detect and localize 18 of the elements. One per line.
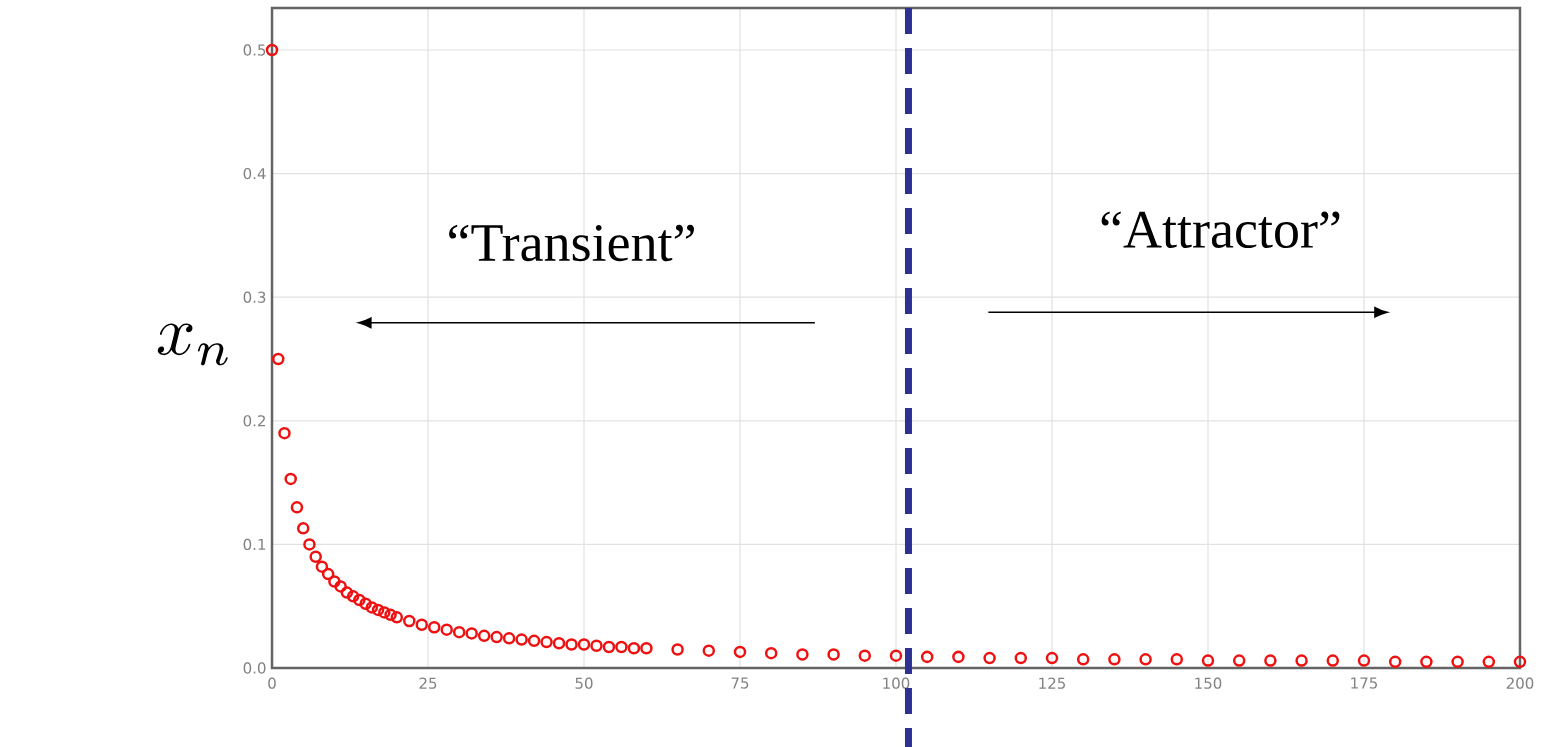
x-tick-label: 100	[883, 677, 910, 689]
y-tick-label: 0.1	[243, 538, 266, 551]
x-tick-label: 50	[575, 677, 593, 689]
x-tick-label: 0	[268, 677, 276, 689]
annotation: “Transient”	[449, 224, 694, 262]
annotation: “Attractor”	[1101, 211, 1340, 249]
x-tick-label: 125	[1039, 677, 1065, 689]
y-tick-label: 0.0	[243, 662, 266, 674]
x-tick-label: 200	[1506, 677, 1534, 689]
y-tick-label: 0.5	[243, 44, 266, 56]
y-tick-label: 0.4	[243, 167, 266, 180]
x-tick-label: 75	[731, 677, 749, 689]
x-tick-label: 175	[1351, 677, 1377, 689]
y-axis-title: $x_n$	[157, 323, 228, 366]
y-tick-label: 0.3	[243, 291, 266, 303]
x-tick-label: 150	[1195, 677, 1222, 689]
y-tick-label: 0.2	[243, 415, 265, 427]
x-tick-label: 25	[419, 677, 437, 689]
